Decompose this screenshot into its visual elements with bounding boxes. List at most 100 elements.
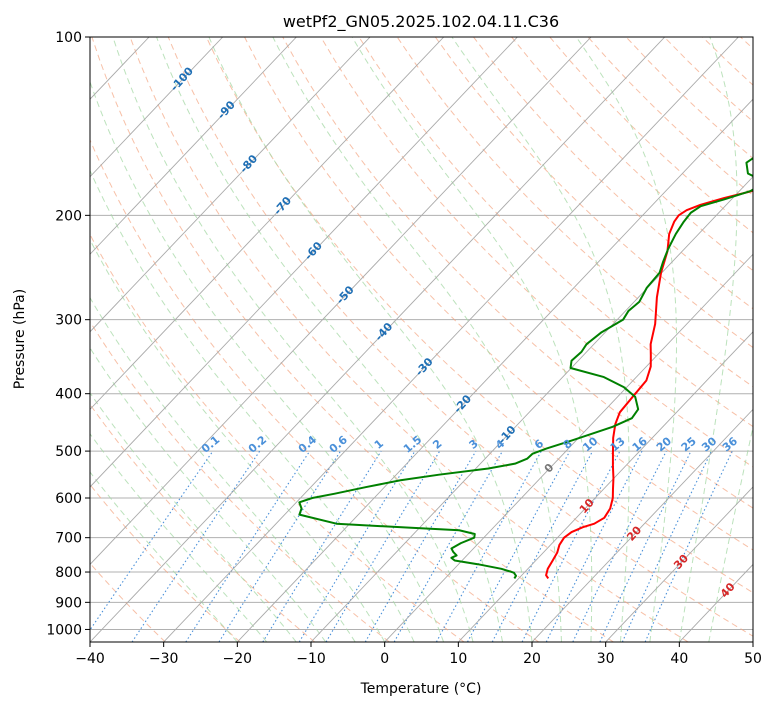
isotherms [0, 37, 753, 642]
y-axis-title: Pressure (hPa) [12, 289, 28, 389]
isotherm-line [90, 37, 518, 488]
mixing-ratio-label: 2 [430, 437, 444, 452]
dry-adiabat [511, 37, 753, 272]
dry-adiabat [167, 37, 753, 637]
dry-adiabat [320, 37, 753, 468]
dry-adiabat [90, 483, 241, 642]
isotherm-line [310, 176, 753, 642]
dry-adiabats [90, 37, 753, 642]
isotherm-line [0, 37, 2, 642]
dry-adiabat [473, 37, 753, 310]
mixing-ratio-line [185, 450, 311, 642]
mixing-ratio-line [435, 450, 542, 642]
mixing-ratio-label: 1 [372, 437, 386, 452]
mixing-ratio-line [262, 450, 382, 642]
y-tick-label: 800 [55, 565, 82, 581]
isotherm-line [90, 37, 666, 642]
isotherm-line [90, 37, 224, 178]
y-tick-label: 600 [55, 491, 82, 507]
moist-adiabat [90, 169, 415, 642]
temperature-line [545, 189, 753, 579]
dry-adiabat [702, 37, 753, 86]
chart-title: wetPf2_GN05.2025.102.04.11.C36 [283, 12, 559, 32]
isotherm-line [90, 37, 592, 566]
x-tick-label: 30 [597, 651, 615, 667]
moist-adiabat [90, 238, 386, 642]
moist-adiabat [90, 471, 238, 642]
mixing-ratio-line [393, 450, 503, 642]
y-tick-label: 300 [55, 313, 82, 329]
x-tick-label: −10 [296, 651, 326, 667]
mixing-ratio-label: 0.2 [246, 433, 269, 455]
moist-adiabat [156, 37, 504, 642]
dry-adiabat [91, 37, 614, 642]
mixing-ratio-line [621, 450, 712, 642]
dry-adiabat [434, 37, 753, 349]
moist-adiabat [90, 391, 297, 642]
y-tick-label: 100 [55, 30, 82, 46]
isotherm-line [458, 331, 753, 642]
x-tick-label: −20 [223, 651, 253, 667]
y-tick-label: 1000 [46, 622, 82, 638]
x-tick-label: 20 [523, 651, 541, 667]
dry-adiabat [90, 233, 465, 642]
y-tick-label: 200 [55, 208, 82, 224]
isotherm-line [163, 37, 739, 642]
isotherm-line [605, 486, 753, 642]
dry-adiabat [244, 37, 753, 551]
dry-adiabat [663, 37, 753, 123]
mixing-ratio-line [90, 450, 214, 631]
x-tick-label: 50 [744, 651, 762, 667]
dry-adiabat [282, 37, 753, 509]
isotherm-line [384, 253, 753, 642]
moist-adiabat [272, 37, 562, 642]
dry-adiabat [90, 320, 390, 642]
plot-area: 0.1 0.2 0.4 0.6 1 1.5 2 3 4 6 8 10 13 16 20 25 30 36-100-… [0, 37, 753, 642]
x-axis: −40 −30 −20 −10 0 10 20 30 40 50 [75, 642, 762, 667]
moist-adiabat [90, 347, 327, 642]
mixing-ratio-line [572, 450, 667, 642]
isotherm-line [531, 408, 753, 642]
y-tick-label: 700 [55, 531, 82, 547]
mixing-ratio-label: 0.6 [327, 433, 351, 456]
mixing-ratio-label: 3 [467, 437, 481, 452]
profile-lines [298, 156, 753, 579]
moist-adiabat [90, 296, 356, 642]
pressure-gridlines [90, 37, 753, 630]
isotherm-line [237, 98, 753, 642]
mixing-ratio-line [644, 450, 733, 642]
x-axis-title: Temperature (°C) [360, 681, 482, 697]
y-tick-label: 500 [55, 444, 82, 460]
y-tick-label: 900 [55, 595, 82, 611]
moist-adiabats [90, 37, 753, 642]
mixing-ratio-line [467, 450, 571, 642]
mixing-ratio-line [364, 450, 477, 642]
x-tick-label: 40 [670, 651, 688, 667]
moist-adiabat [90, 433, 268, 642]
mixing-ratio-label: 0.4 [296, 433, 320, 456]
isotherm-line [90, 37, 445, 411]
curve-labels: 0.1 0.2 0.4 0.6 1 1.5 2 3 4 6 8 10 13 16 20 25 30 36-100-… [168, 64, 740, 600]
plot-frame [89, 36, 754, 643]
dewpoint-line [298, 156, 753, 579]
x-tick-label: 10 [449, 651, 467, 667]
moist-adiabat [112, 37, 474, 642]
mixing-ratio-line [218, 450, 342, 642]
moist-adiabat [208, 37, 533, 642]
y-tick-label: 400 [55, 387, 82, 403]
dry-adiabat [205, 37, 753, 594]
x-tick-label: −40 [75, 651, 105, 667]
isotherm-line [90, 37, 371, 333]
dry-adiabat [358, 37, 753, 428]
moist-adiabat [708, 424, 753, 642]
mixing-ratio-line [545, 450, 643, 642]
mixing-ratio-line [131, 450, 261, 642]
mixing-ratio-line [325, 450, 441, 642]
y-axis: 100 200 300 400 500 600 700 800 900 1000 [46, 30, 90, 638]
moist-adiabat [678, 37, 738, 642]
x-tick-label: 0 [380, 651, 389, 667]
dry-adiabat [90, 138, 540, 642]
mixing-ratio-line [298, 450, 416, 642]
dry-adiabat [90, 403, 315, 642]
